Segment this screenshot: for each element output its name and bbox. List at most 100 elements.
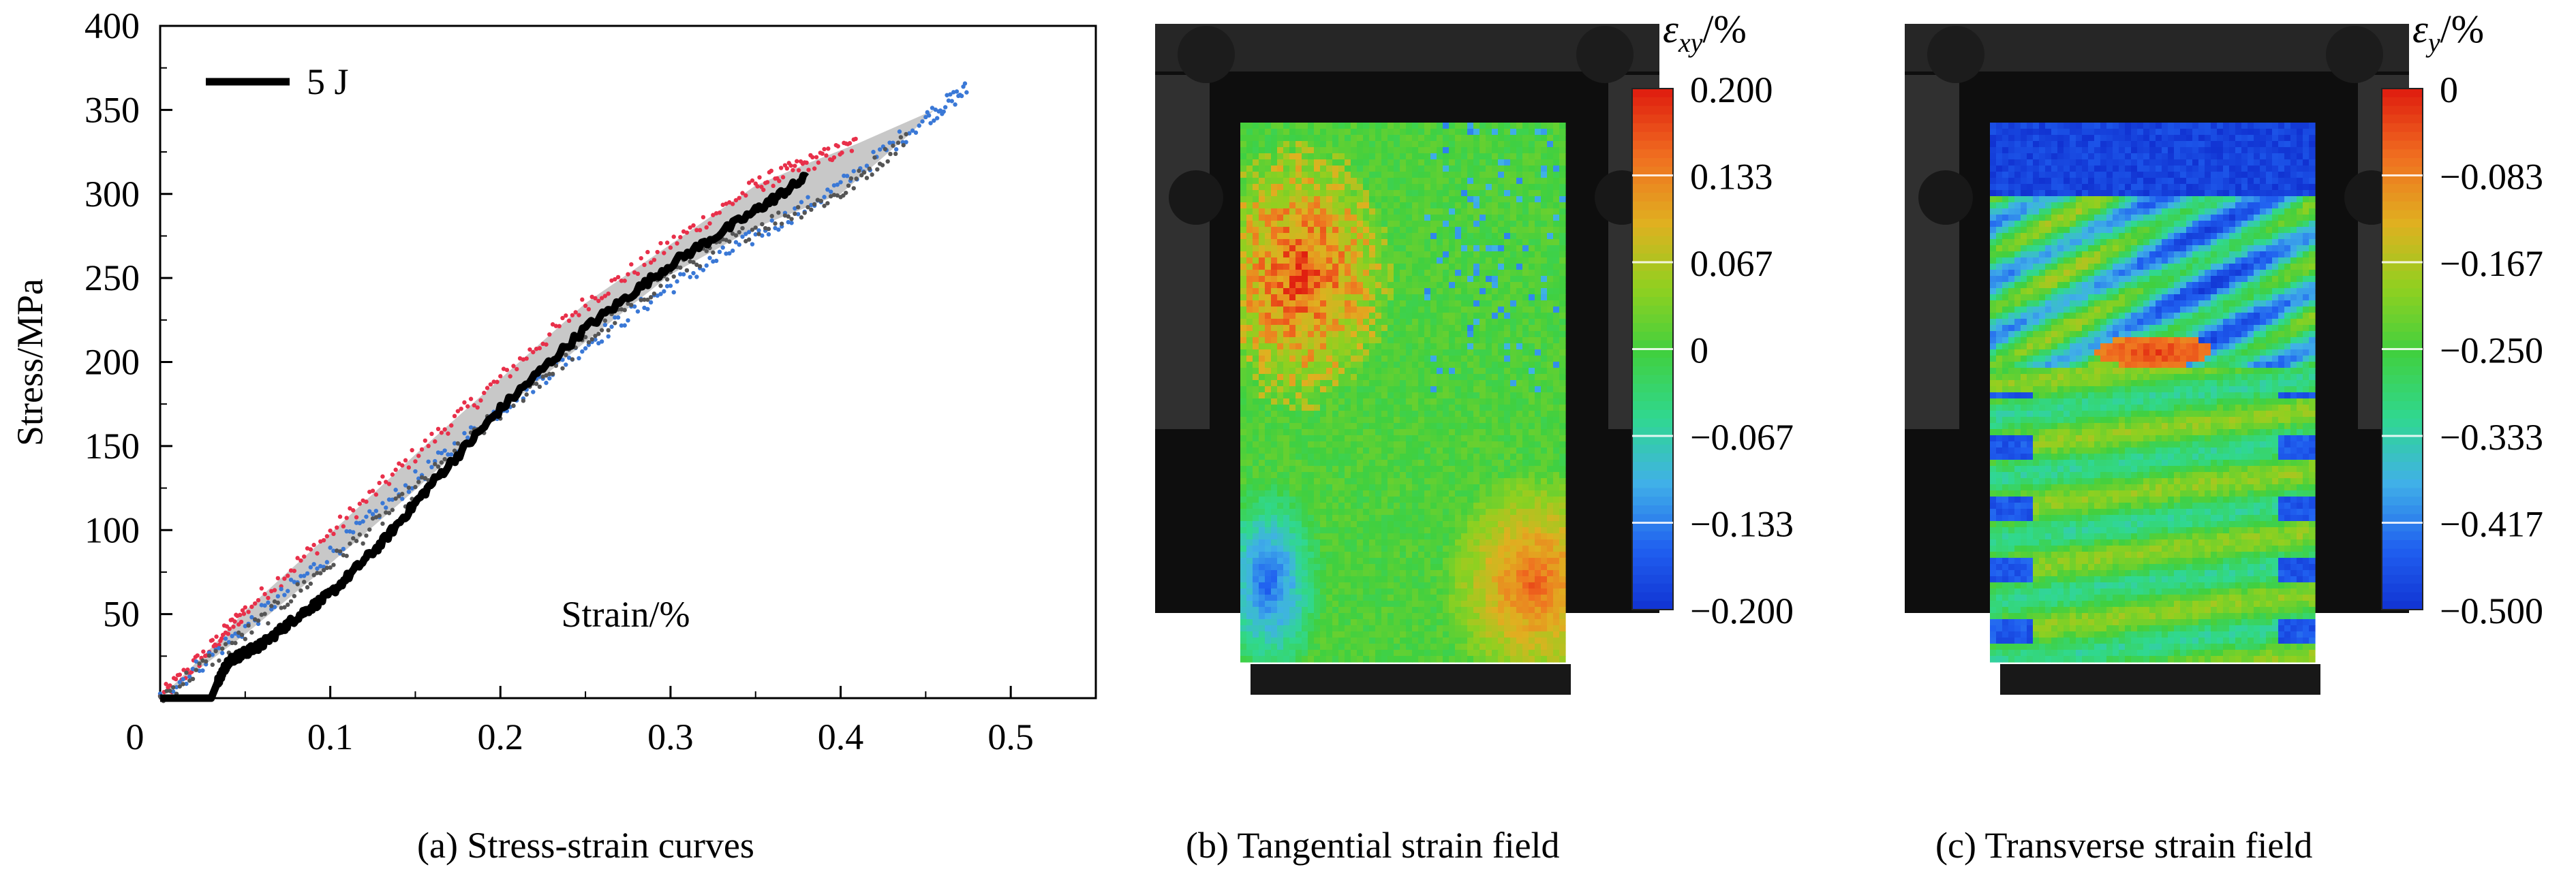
data-point (606, 334, 610, 339)
data-point (390, 508, 395, 512)
data-point (636, 272, 640, 276)
data-point (767, 232, 771, 236)
data-point (279, 587, 283, 591)
data-point (311, 562, 316, 566)
data-point (705, 249, 709, 253)
data-point (557, 324, 561, 328)
tangential-colorbar-title: εxy/% (1663, 7, 1747, 58)
y-tick-label: 150 (85, 426, 140, 467)
transverse-colorbar-title: εy/% (2412, 7, 2484, 58)
data-point (551, 372, 555, 376)
data-point (845, 174, 849, 178)
data-point (214, 635, 218, 639)
data-point (436, 427, 440, 431)
data-point (171, 685, 175, 689)
data-point (649, 295, 653, 299)
data-point (757, 175, 761, 179)
legend: 5 J (206, 61, 349, 102)
data-point (505, 368, 509, 372)
data-point (609, 325, 613, 329)
data-point (658, 241, 662, 245)
data-point (629, 303, 633, 307)
x-tick: 0.3 (647, 686, 694, 757)
y-tick-label: 250 (85, 257, 140, 298)
data-point (440, 430, 444, 435)
data-point (777, 179, 781, 183)
data-point (168, 689, 172, 693)
data-point (870, 172, 874, 176)
data-point (436, 465, 440, 469)
data-point (701, 215, 705, 219)
data-point (793, 212, 797, 216)
data-point (328, 529, 332, 533)
data-point (875, 167, 879, 171)
data-point (426, 444, 430, 448)
x-tick-label: 0.2 (478, 717, 524, 757)
data-point (358, 501, 362, 505)
data-point (238, 613, 242, 617)
data-point (799, 215, 803, 219)
data-point (963, 81, 967, 85)
data-point (338, 549, 342, 553)
caption-a: (a) Stress-strain curves (417, 824, 754, 866)
data-point (276, 576, 280, 580)
data-point (705, 264, 709, 268)
data-point (374, 509, 378, 513)
data-point (761, 188, 765, 192)
data-point (547, 332, 551, 336)
data-point (178, 672, 182, 676)
data-point (309, 565, 313, 569)
data-point (387, 482, 391, 486)
data-point (400, 492, 404, 496)
data-point (853, 137, 857, 141)
data-point (577, 313, 581, 317)
scatter-series-3 (158, 132, 908, 704)
colorbar-tick-label: −0.200 (1690, 591, 1794, 631)
data-point (256, 618, 260, 623)
data-point (878, 147, 882, 151)
data-point (685, 268, 689, 272)
data-point (564, 353, 568, 357)
data-point (953, 102, 957, 106)
data-point (423, 439, 427, 443)
x-tick: 0.5 (987, 686, 1034, 757)
data-point (256, 598, 260, 602)
data-point (191, 677, 195, 681)
data-point (273, 588, 277, 592)
data-point (838, 180, 842, 184)
colorbar-tick-label: 0 (1690, 330, 1708, 371)
data-point (239, 620, 243, 624)
data-point (583, 346, 587, 350)
data-point (662, 251, 666, 255)
data-point (407, 465, 411, 469)
data-point (564, 313, 568, 317)
data-point (773, 221, 777, 225)
data-point (262, 612, 266, 616)
colorbar-tick-label: 0.067 (1690, 243, 1773, 284)
data-point (737, 230, 741, 234)
data-point (449, 452, 453, 456)
data-point (325, 534, 329, 538)
data-point (822, 195, 826, 199)
data-point (960, 94, 964, 98)
data-point (626, 318, 630, 322)
x-tick-label: 0.4 (818, 717, 864, 757)
data-point (731, 249, 735, 253)
data-point (824, 153, 828, 157)
data-point (685, 230, 689, 234)
data-point (652, 292, 656, 296)
y-tick-label: 200 (85, 342, 140, 383)
y-tick-label: 300 (85, 174, 140, 215)
data-point (883, 147, 887, 151)
data-point (292, 594, 296, 598)
data-point (228, 627, 232, 631)
data-point (603, 323, 607, 327)
data-point (564, 362, 568, 366)
data-point (848, 141, 852, 145)
data-point (331, 532, 335, 536)
data-point (440, 460, 444, 465)
data-point (669, 245, 673, 249)
